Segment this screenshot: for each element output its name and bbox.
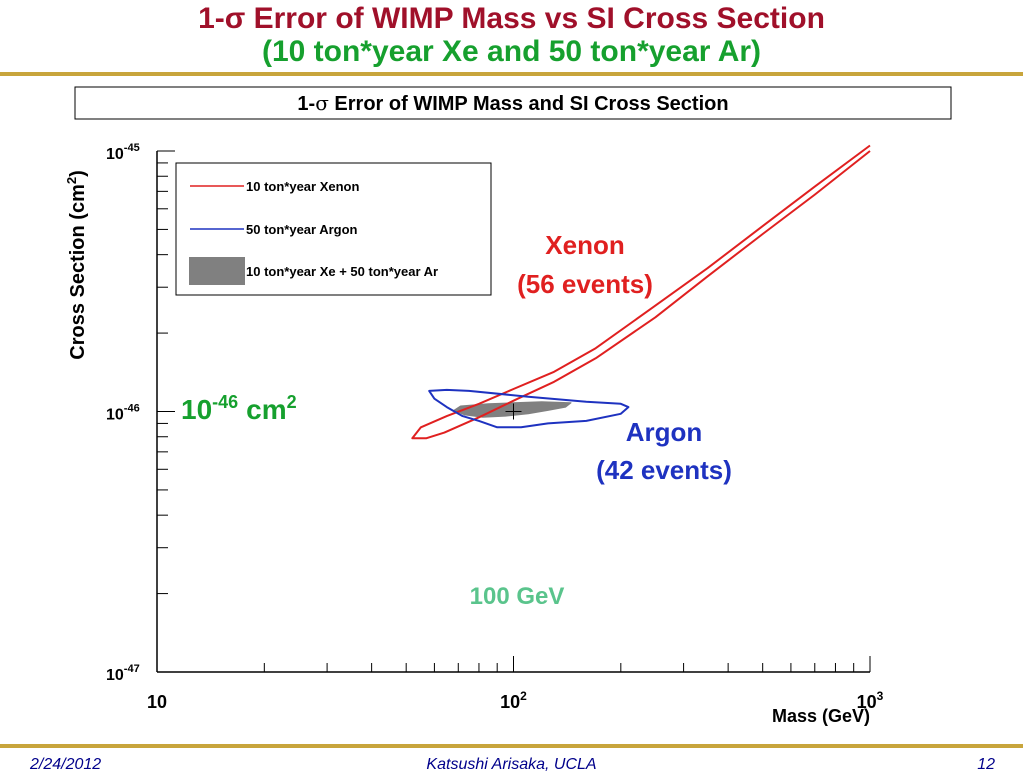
- xenon-annotation-line: (56 events): [517, 269, 653, 299]
- series-contour-xenon: [411, 144, 871, 440]
- legend-swatch-fill: [189, 257, 245, 285]
- slide-title: 1-σ Error of WIMP Mass vs SI Cross Secti…: [198, 2, 825, 35]
- argon-annotation-line: (42 events): [596, 455, 732, 485]
- y-tick-label: 10-47: [106, 663, 140, 684]
- x-tick-label: 102: [500, 689, 527, 712]
- x-tick-label: 103: [857, 689, 884, 712]
- x-axis-label: Mass (GeV): [772, 706, 870, 726]
- cross-section-annotation: 10-46 cm2: [181, 392, 297, 425]
- argon-annotation-line: Argon: [626, 417, 703, 447]
- y-axis-label: Cross Section (cm2): [64, 170, 89, 360]
- series-contour-combined: [453, 401, 572, 418]
- axes: 10 102 103 10-47 10-46 10-45: [106, 142, 884, 712]
- legend-entry-label: 10 ton*year Xenon: [246, 179, 359, 194]
- legend-entry-label: 50 ton*year Argon: [246, 222, 358, 237]
- chart-title-box: [74, 86, 952, 120]
- series-contour-argon: [428, 388, 630, 429]
- legend-entry-label: 10 ton*year Xe + 50 ton*year Ar: [246, 264, 438, 279]
- wimp-chart: 1-σ Error of WIMP Mass and SI Cross Sect…: [64, 86, 952, 726]
- y-tick-label: 10-45: [106, 142, 140, 163]
- legend: 10 ton*year Xenon 50 ton*year Argon 10 ton…: [189, 179, 438, 285]
- true-point-marker: [505, 403, 522, 420]
- footer-author: Katsushi Arisaka, UCLA: [426, 756, 597, 773]
- series-layer: [411, 144, 871, 440]
- footer-page-number: 12: [977, 756, 995, 773]
- chart-title: 1-σ Error of WIMP Mass and SI Cross Sect…: [297, 91, 728, 115]
- bottom-divider: [0, 744, 1023, 748]
- mass-annotation: 100 GeV: [470, 583, 565, 610]
- annotations: Xenon (56 events) Argon (42 events) 10-46 cm2…: [181, 230, 732, 610]
- top-divider: [0, 72, 1023, 76]
- xenon-annotation-line: Xenon: [545, 230, 624, 260]
- y-tick-label: 10-46: [106, 403, 140, 424]
- footer-date: 2/24/2012: [30, 756, 102, 773]
- slide-subtitle: (10 ton*year Xe and 50 ton*year Ar): [261, 35, 762, 68]
- x-tick-label: 10: [147, 692, 167, 712]
